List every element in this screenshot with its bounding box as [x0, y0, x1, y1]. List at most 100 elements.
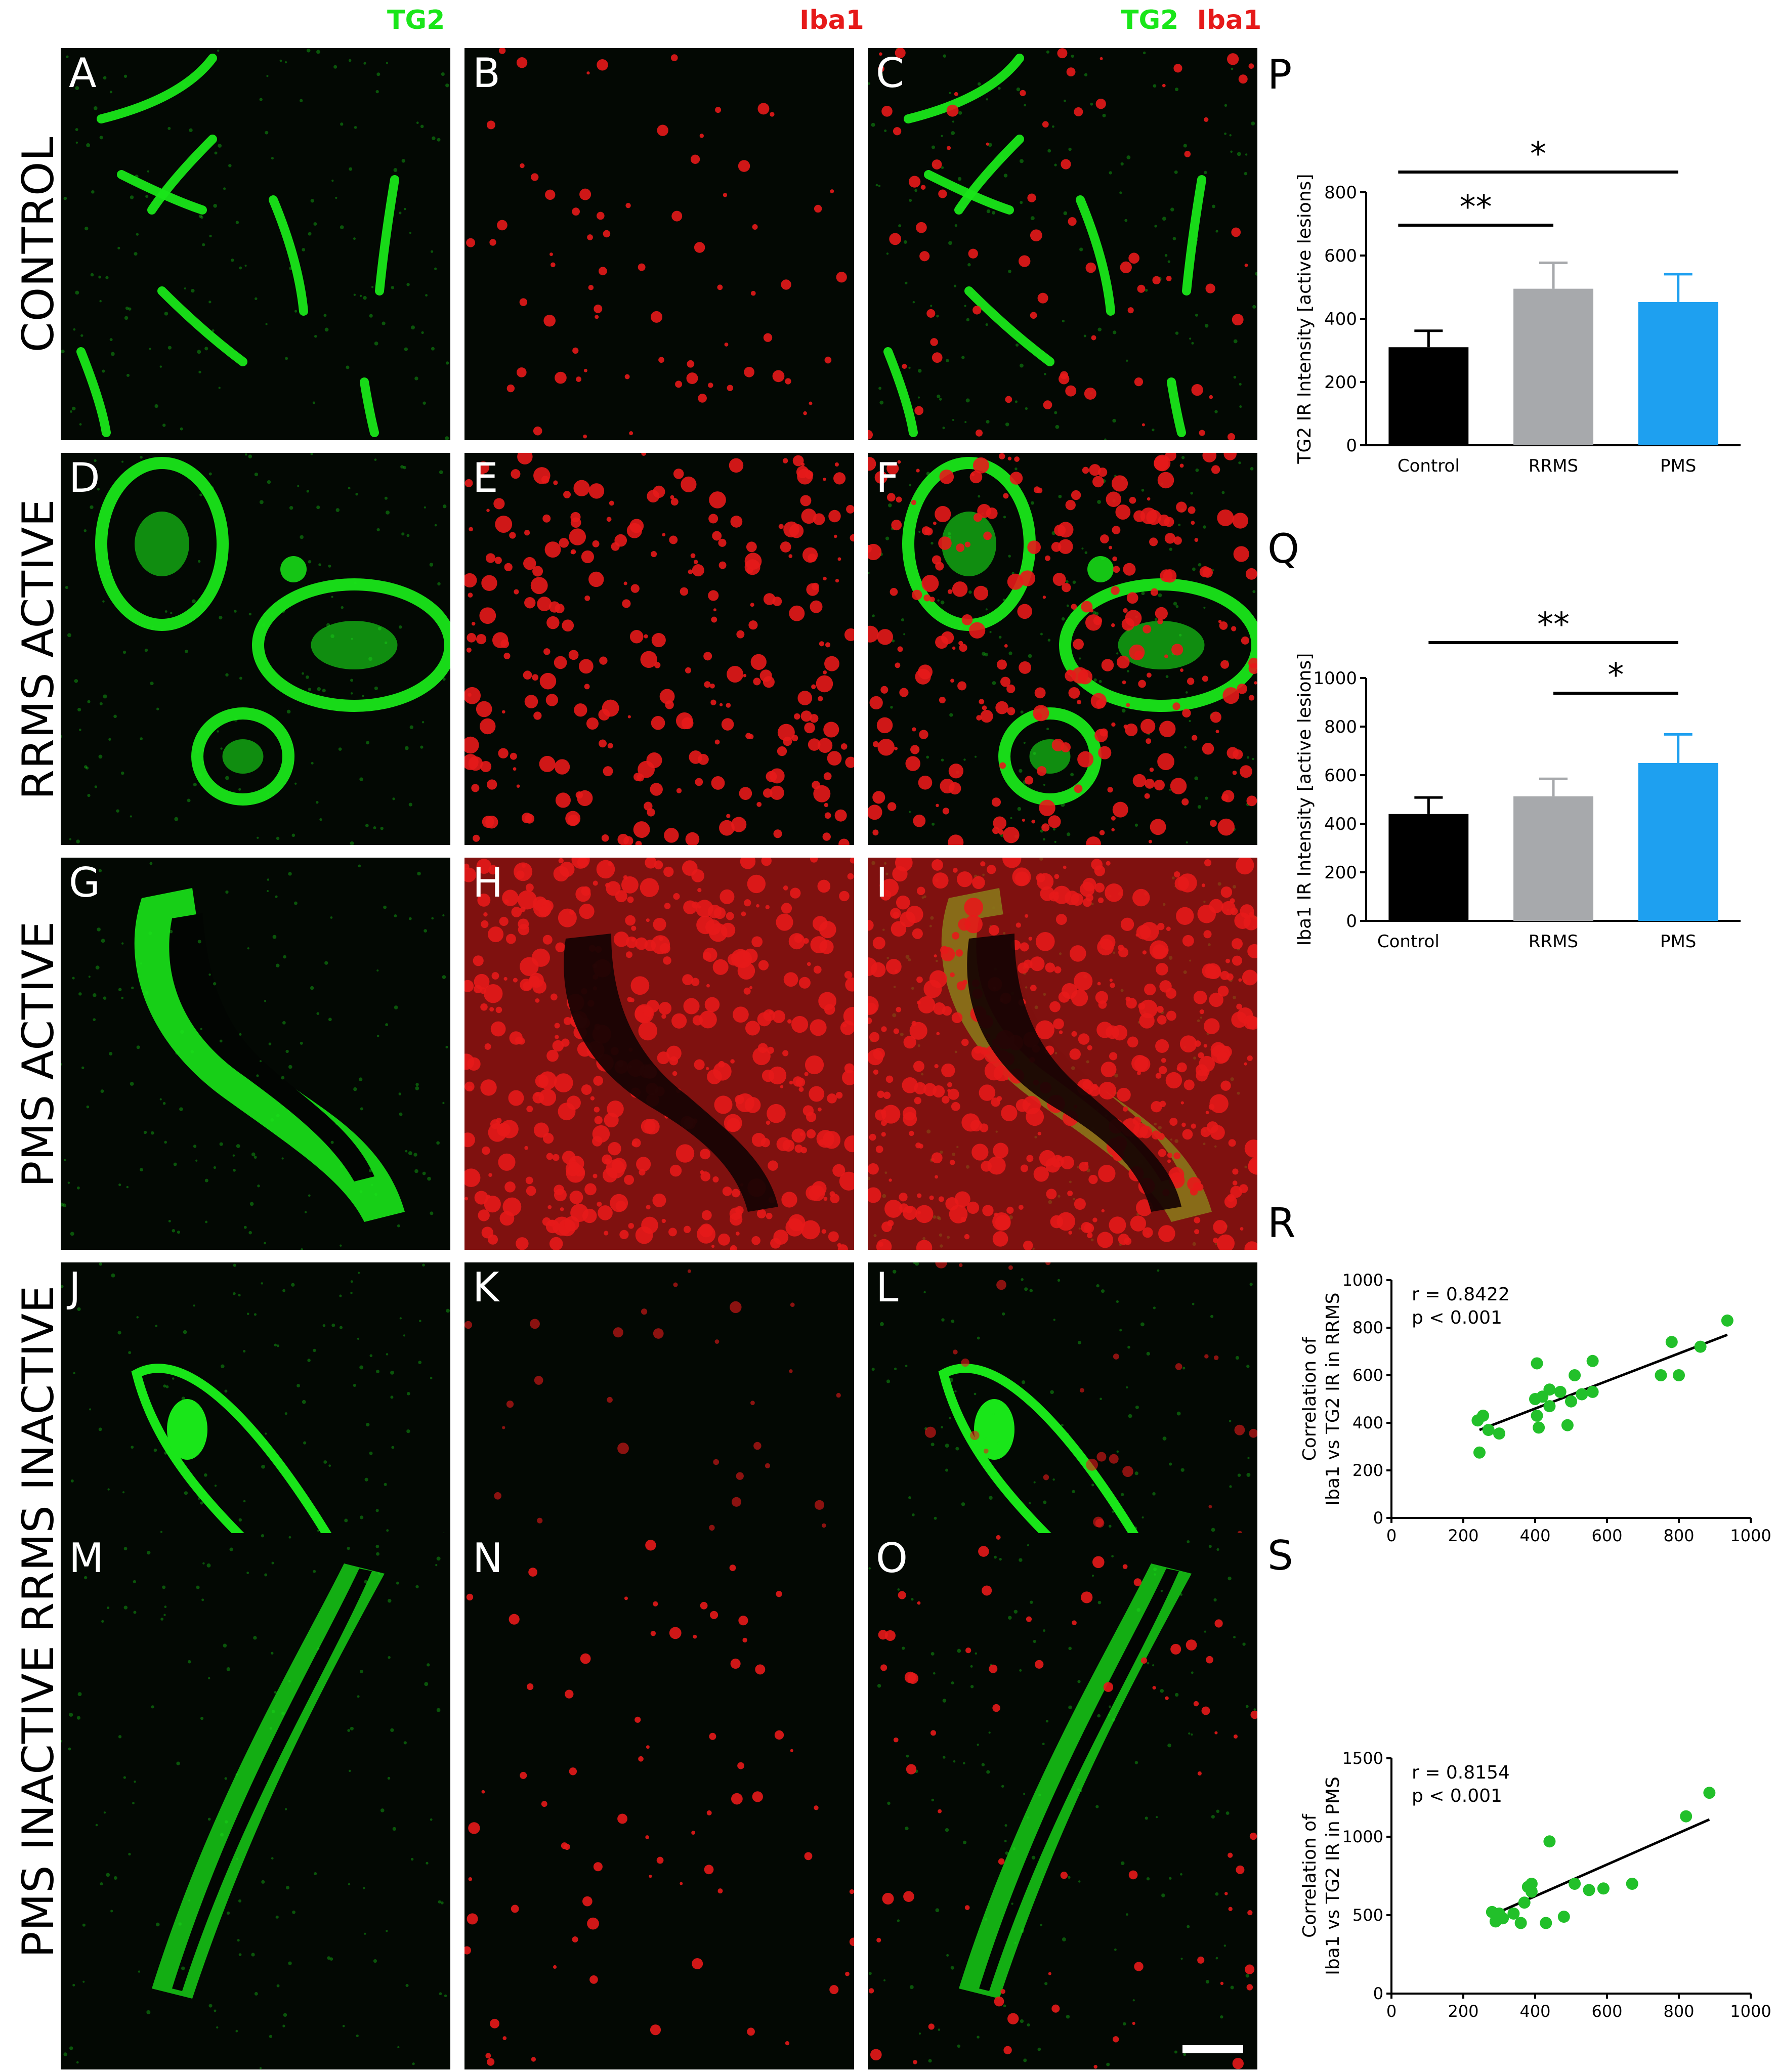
- tg2-speckle: [399, 1317, 402, 1320]
- tg2-speckle: [243, 1500, 246, 1503]
- iba1-cell: [717, 1888, 723, 1894]
- iba1-cell: [1071, 667, 1088, 684]
- tg2-speckle: [103, 545, 106, 548]
- tg2-speckle: [340, 1165, 343, 1168]
- iba1-cell: [785, 1218, 804, 1237]
- iba1-cell: [1246, 1984, 1253, 1991]
- iba1-cell: [982, 1205, 994, 1216]
- iba1-cell: [999, 453, 1005, 459]
- tg2-speckle: [103, 76, 107, 80]
- iba1-cell: [539, 672, 557, 690]
- tg2-speckle: [353, 237, 356, 240]
- iba1-cell: [785, 378, 791, 385]
- tg2-vessel: [360, 377, 379, 437]
- iba1-cell: [496, 1118, 502, 1124]
- tg2-speckle: [322, 1324, 326, 1327]
- tg2-speckle: [1165, 675, 1169, 679]
- iba1-cell: [1137, 284, 1146, 293]
- tg2-speckle: [318, 563, 321, 567]
- iba1-cell: [1100, 728, 1108, 737]
- tg2-speckle: [429, 563, 434, 567]
- iba1-cell: [794, 1144, 803, 1153]
- iba1-cell: [1127, 307, 1134, 314]
- iba1-cell: [508, 1090, 524, 1106]
- tg2-speckle: [198, 214, 202, 218]
- tg2-speckle: [1008, 651, 1012, 655]
- iba1-cell: [868, 544, 872, 553]
- tg2-speckle: [140, 455, 143, 459]
- iba1-cell: [1020, 942, 1029, 952]
- iba1-cell: [714, 739, 720, 745]
- iba1-cell: [938, 536, 952, 550]
- iba1-cell: [1201, 883, 1206, 887]
- tg2-speckle: [374, 342, 378, 346]
- iba1-cell: [783, 521, 799, 538]
- iba1-cell: [992, 1704, 1000, 1712]
- iba1-cell: [874, 471, 887, 484]
- tg2-speckle: [87, 700, 91, 703]
- tg2-speckle: [988, 86, 991, 89]
- tg2-speckle: [363, 1887, 365, 1889]
- iba1-cell: [1051, 2004, 1060, 2013]
- iba1-cell: [1151, 1130, 1161, 1140]
- tg2-speckle: [292, 1910, 295, 1914]
- iba1-cell: [1128, 1870, 1138, 1880]
- tg2-speckle: [208, 1677, 210, 1679]
- tg2-speckle: [884, 129, 887, 132]
- tg2-speckle: [948, 241, 952, 245]
- tg2-speckle: [1038, 1793, 1041, 1797]
- iba1-cell: [1085, 262, 1096, 273]
- tg2-spot: [167, 1399, 207, 1460]
- iba1-cell: [627, 715, 631, 718]
- iba1-cell: [603, 766, 613, 777]
- iba1-cell: [879, 883, 884, 888]
- iba1-cell: [811, 684, 816, 689]
- iba1-cell: [509, 1614, 520, 1625]
- iba1-cell: [1233, 546, 1249, 562]
- tg2-speckle: [113, 714, 117, 718]
- tg2-speckle: [197, 940, 201, 944]
- iba1-cell: [617, 833, 629, 845]
- tg2-speckle: [970, 1685, 974, 1688]
- iba1-cell: [796, 466, 809, 479]
- tg2-speckle: [350, 841, 354, 845]
- iba1-cell: [681, 476, 697, 492]
- tg2-speckle: [335, 508, 340, 512]
- tg2-speckle: [886, 1379, 891, 1383]
- iba1-cell: [477, 894, 491, 907]
- tg2-speckle: [1231, 67, 1234, 70]
- iba1-cell: [766, 771, 777, 782]
- tg2-speckle: [1252, 590, 1256, 594]
- iba1-cell: [521, 813, 532, 824]
- panel-letter: L: [876, 1264, 899, 1311]
- iba1-cell: [605, 882, 611, 888]
- iba1-cell: [810, 858, 818, 863]
- iba1-cell: [611, 1158, 627, 1173]
- tg2-speckle: [238, 1518, 242, 1522]
- iba1-cell: [511, 469, 521, 479]
- tg2-speckle: [894, 1367, 897, 1370]
- iba1-cell: [607, 861, 613, 866]
- tg2-speckle: [431, 917, 434, 920]
- tg2-speckle: [1101, 1289, 1105, 1293]
- iba1-cell: [598, 708, 610, 721]
- iba1-cell: [1170, 778, 1187, 794]
- iba1-cell: [594, 304, 603, 313]
- tg2-vessel-ring: [1059, 578, 1257, 712]
- iba1-cell: [569, 528, 586, 545]
- tg2-speckle: [1025, 407, 1028, 410]
- iba1-cell: [1225, 958, 1231, 963]
- tg2-speckle: [989, 631, 992, 633]
- tg2-speckle: [374, 458, 377, 461]
- iba1-cell: [1206, 1121, 1218, 1133]
- iba1-cell: [584, 684, 590, 690]
- iba1-cell: [1138, 680, 1146, 688]
- tg2-speckle: [422, 401, 426, 405]
- iba1-cell: [719, 820, 735, 836]
- tg2-speckle: [426, 1862, 429, 1865]
- tg2-speckle: [267, 480, 271, 484]
- iba1-cell: [1213, 1220, 1228, 1234]
- iba1-cell: [930, 1730, 937, 1736]
- tg2-speckle: [1247, 1457, 1250, 1459]
- stat-annotation: p < 0.001: [1412, 1786, 1502, 1806]
